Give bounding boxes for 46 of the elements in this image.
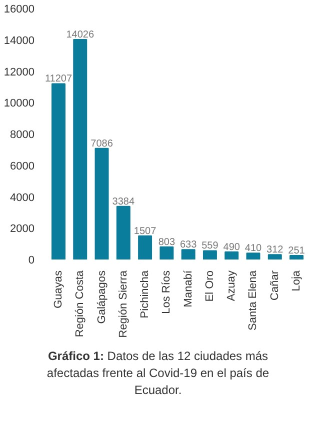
data-label: 410 bbox=[244, 243, 262, 254]
bar bbox=[181, 249, 196, 260]
x-tick-label: Los Ríos bbox=[160, 270, 173, 314]
y-tick-label: 12000 bbox=[4, 66, 35, 78]
y-tick-label: 2000 bbox=[10, 223, 35, 236]
bar bbox=[94, 148, 109, 260]
data-label: 14026 bbox=[66, 29, 94, 40]
x-tick-label: Galápagos bbox=[96, 270, 108, 324]
bar bbox=[290, 255, 304, 260]
data-label: 1507 bbox=[134, 226, 157, 237]
bar bbox=[116, 206, 130, 260]
y-tick-label: 16000 bbox=[4, 4, 35, 16]
text: Gráfico 1: Datos de las 12 ciudades más afectadas frente al Covid-19 en el país de Ecuador. bbox=[46, 348, 270, 400]
x-tick-label: Azuay bbox=[226, 270, 238, 302]
data-label: 490 bbox=[223, 242, 240, 253]
x-tick-label: Cañar bbox=[268, 270, 281, 300]
x-tick-label: Loja bbox=[290, 270, 303, 292]
x-tick-label: Región Costa bbox=[74, 270, 86, 338]
y-tick-label: 14000 bbox=[4, 34, 35, 47]
bar bbox=[138, 235, 152, 260]
y-tick-label: 6000 bbox=[10, 160, 35, 172]
x-tick-label: Pichincha bbox=[139, 270, 152, 318]
y-tick-label: 10000 bbox=[4, 98, 35, 110]
data-label: 3384 bbox=[112, 196, 135, 208]
data-label: 7086 bbox=[90, 138, 114, 150]
bar bbox=[202, 250, 217, 260]
x-tick-label: Guayas bbox=[52, 270, 64, 308]
y-tick-label: 8000 bbox=[10, 129, 35, 141]
data-label: 251 bbox=[288, 246, 306, 257]
x-tick-label: Región Sierra bbox=[117, 270, 130, 338]
bar bbox=[246, 252, 260, 260]
bar bbox=[268, 254, 282, 260]
bar bbox=[160, 246, 174, 260]
y-tick-label: 0 bbox=[28, 254, 35, 266]
data-label: 11207 bbox=[44, 74, 72, 85]
y-tick-label: 4000 bbox=[10, 192, 35, 204]
x-tick-label: Santa Elena bbox=[247, 270, 260, 330]
data-label: 312 bbox=[266, 244, 284, 256]
bar bbox=[73, 38, 88, 260]
bar bbox=[224, 251, 239, 260]
data-label: 559 bbox=[202, 240, 219, 252]
x-tick-label: Manabí bbox=[182, 270, 194, 308]
data-label: 633 bbox=[180, 240, 198, 251]
x-tick-label: El Oro bbox=[204, 270, 216, 302]
bar bbox=[51, 83, 66, 260]
data-label: 803 bbox=[158, 236, 176, 248]
